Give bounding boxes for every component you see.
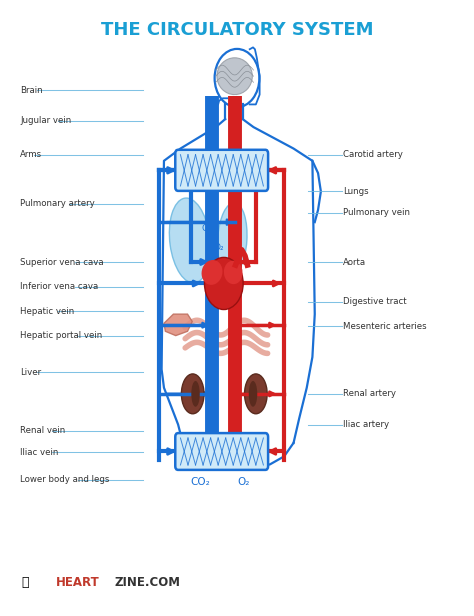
Text: Digestive tract: Digestive tract: [343, 298, 407, 306]
FancyBboxPatch shape: [175, 150, 268, 191]
Text: Lungs: Lungs: [343, 187, 369, 196]
Ellipse shape: [169, 198, 210, 283]
Text: Inferior vena cava: Inferior vena cava: [20, 282, 99, 291]
Text: Pulmonary vein: Pulmonary vein: [343, 208, 410, 217]
Text: Superior vena cava: Superior vena cava: [20, 257, 104, 267]
Text: Carotid artery: Carotid artery: [343, 150, 403, 159]
FancyBboxPatch shape: [175, 433, 268, 470]
Text: Hepatic vein: Hepatic vein: [20, 307, 74, 315]
Text: CO₂: CO₂: [201, 224, 218, 233]
Text: THE CIRCULATORY SYSTEM: THE CIRCULATORY SYSTEM: [101, 21, 373, 39]
Text: Liver: Liver: [20, 368, 41, 377]
Text: O₂: O₂: [214, 243, 224, 253]
Text: Iliac artery: Iliac artery: [343, 420, 389, 429]
Ellipse shape: [217, 58, 252, 95]
Ellipse shape: [182, 374, 204, 414]
Text: HEART: HEART: [55, 576, 100, 590]
Polygon shape: [164, 314, 192, 336]
Ellipse shape: [201, 260, 222, 285]
Text: CO₂: CO₂: [190, 477, 210, 487]
Ellipse shape: [204, 257, 243, 309]
Text: Pulmonary artery: Pulmonary artery: [20, 199, 95, 208]
Text: Hepatic portal vein: Hepatic portal vein: [20, 331, 102, 340]
Text: Iliac vein: Iliac vein: [20, 448, 59, 456]
Text: ZINE.COM: ZINE.COM: [115, 576, 181, 590]
Text: Aorta: Aorta: [343, 257, 366, 267]
Text: Jugular vein: Jugular vein: [20, 116, 72, 126]
Ellipse shape: [191, 381, 200, 407]
Ellipse shape: [218, 203, 247, 276]
Text: O₂: O₂: [237, 477, 250, 487]
Ellipse shape: [224, 261, 243, 284]
Ellipse shape: [245, 374, 267, 414]
Text: Arms: Arms: [20, 150, 42, 159]
Text: Lower body and legs: Lower body and legs: [20, 475, 109, 484]
Ellipse shape: [249, 381, 257, 407]
Text: Mesenteric arteries: Mesenteric arteries: [343, 322, 427, 331]
Text: Renal vein: Renal vein: [20, 426, 65, 435]
Text: 🦁: 🦁: [21, 576, 29, 590]
Text: Brain: Brain: [20, 86, 43, 95]
Text: Renal artery: Renal artery: [343, 389, 396, 399]
